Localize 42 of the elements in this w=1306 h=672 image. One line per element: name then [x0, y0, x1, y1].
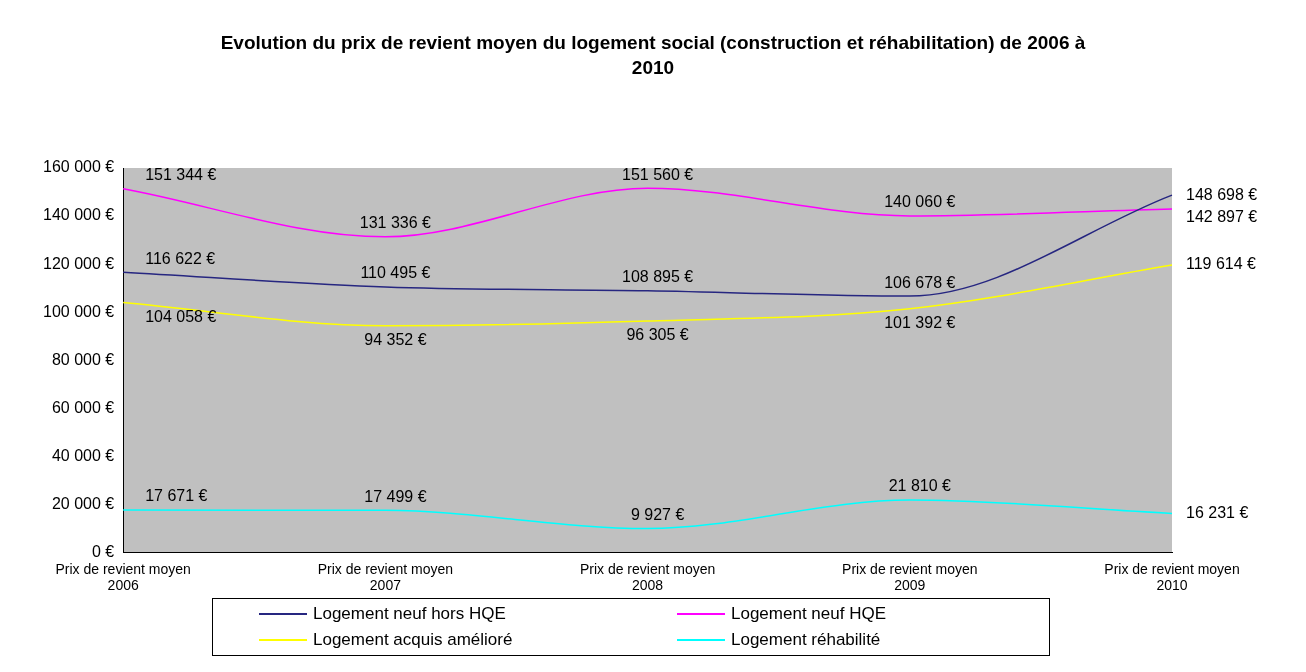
data-label: 104 058 € [145, 307, 217, 325]
line-series [122, 264, 1173, 327]
legend-label: Logement neuf HQE [731, 604, 886, 624]
data-label: 21 810 € [888, 477, 952, 495]
data-label: 142 897 € [1186, 207, 1258, 225]
data-label: 131 336 € [359, 214, 432, 232]
x-tick-label: Prix de revient moyen 2009 [842, 560, 978, 594]
y-tick-label: 40 000 € [51, 446, 115, 464]
data-label: 17 499 € [364, 487, 427, 505]
legend-label: Logement réhabilité [731, 630, 881, 650]
data-label: 108 895 € [622, 268, 694, 286]
x-tick-label: Prix de revient moyen 2006 [55, 560, 191, 594]
data-label: 119 614 € [1186, 255, 1257, 273]
chart-title: Evolution du prix de revient moyen du logement social (construction et réhabilitation) de 2006 à 2010 [219, 31, 1087, 80]
y-tick-label: 80 000 € [51, 350, 115, 368]
line-series [122, 194, 1173, 297]
x-tick-label: Prix de revient moyen 2010 [1104, 560, 1240, 594]
x-tick-label: Prix de revient moyen 2007 [317, 560, 454, 594]
y-tick-label: 60 000 € [51, 398, 115, 416]
data-label: 101 392 € [884, 314, 956, 332]
data-label: 116 622 € [145, 249, 216, 267]
y-tick-label: 0 € [91, 542, 115, 560]
line-series [122, 187, 1173, 238]
legend-label: Logement acquis amélioré [313, 630, 513, 650]
data-label: 17 671 € [145, 487, 208, 505]
y-tick-label: 100 000 € [42, 302, 115, 320]
data-label: 151 560 € [622, 165, 694, 183]
data-label: 94 352 € [364, 331, 427, 349]
y-tick-label: 160 000 € [42, 158, 115, 176]
y-tick-label: 20 000 € [51, 494, 115, 512]
data-label: 151 344 € [145, 166, 217, 184]
data-label: 106 678 € [884, 273, 956, 291]
x-tick-label: Prix de revient moyen 2008 [579, 560, 716, 594]
y-tick-label: 120 000 € [42, 254, 115, 272]
data-label: 96 305 € [626, 326, 689, 344]
legend-label: Logement neuf hors HQE [313, 604, 506, 624]
data-label: 140 060 € [884, 193, 956, 211]
data-label: 16 231 € [1186, 503, 1249, 521]
y-tick-label: 140 000 € [42, 206, 115, 224]
data-label: 110 495 € [360, 264, 431, 282]
data-label: 9 927 € [630, 505, 685, 523]
data-label: 148 698 € [1186, 185, 1258, 203]
